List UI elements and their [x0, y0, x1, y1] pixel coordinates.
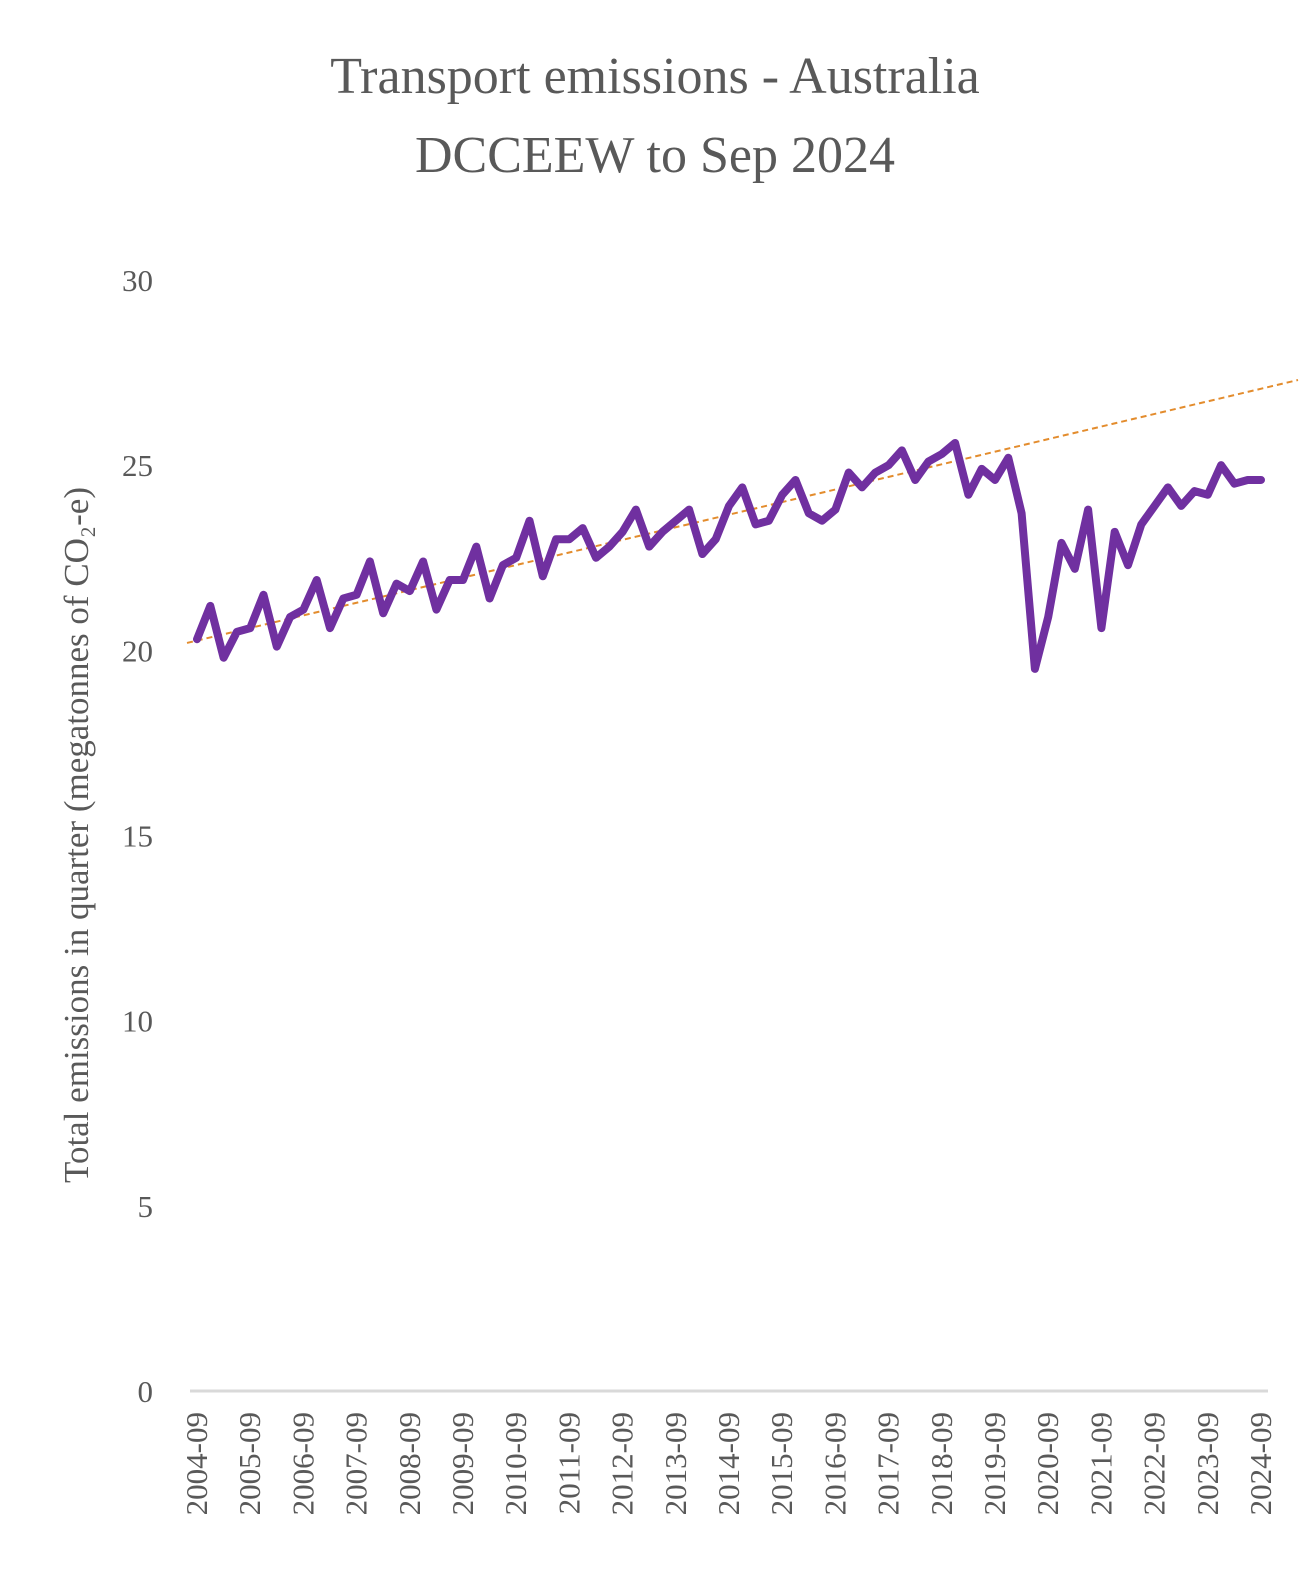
x-tick-label: 2005-09: [232, 1412, 267, 1515]
x-tick-label: 2020-09: [1030, 1412, 1065, 1515]
x-tick-label: 2011-09: [551, 1412, 586, 1514]
x-tick-label: 2004-09: [179, 1412, 214, 1515]
x-tick-label: 2012-09: [605, 1412, 640, 1515]
x-tick-label: 2016-09: [817, 1412, 852, 1515]
x-tick-label: 2018-09: [924, 1412, 959, 1515]
y-tick-label: 30: [122, 263, 153, 298]
y-axis-title: Total emissions in quarter (megatonnes o…: [57, 487, 96, 1183]
series-layer: [186, 379, 1299, 673]
chart-title: Transport emissions - Australia: [330, 48, 980, 105]
y-tick-label: 15: [122, 819, 153, 854]
x-tick-label: 2007-09: [339, 1412, 374, 1515]
x-tick-label: 2009-09: [445, 1412, 480, 1515]
x-tick-label: 2021-09: [1083, 1412, 1118, 1515]
y-tick-label: 5: [138, 1189, 154, 1224]
x-tick-label: 2024-09: [1243, 1412, 1278, 1515]
trendline: [186, 379, 1299, 644]
x-tick-label: 2013-09: [658, 1412, 693, 1515]
chart-subtitle: DCCEEW to Sep 2024: [415, 127, 895, 184]
x-tick-label: 2022-09: [1137, 1412, 1172, 1515]
emissions-series-line: [193, 438, 1265, 673]
x-axis-ticks: 2004-09 2005-09 2006-09 2007-09 2008-09 2009-…: [179, 1412, 1278, 1515]
x-tick-label: 2015-09: [764, 1412, 799, 1515]
y-tick-label: 20: [122, 633, 153, 668]
y-tick-label: 25: [122, 448, 153, 483]
x-tick-label: 2019-09: [977, 1412, 1012, 1515]
x-tick-label: 2010-09: [498, 1412, 533, 1515]
y-tick-label: 10: [122, 1004, 153, 1039]
x-tick-label: 2008-09: [392, 1412, 427, 1515]
x-tick-label: 2006-09: [285, 1412, 320, 1515]
x-tick-label: 2014-09: [711, 1412, 746, 1515]
y-axis-ticks: 0 5 10 15 20 25 30: [122, 263, 153, 1409]
y-tick-label: 0: [138, 1374, 154, 1409]
x-tick-label: 2017-09: [871, 1412, 906, 1515]
x-tick-label: 2023-09: [1190, 1412, 1225, 1515]
